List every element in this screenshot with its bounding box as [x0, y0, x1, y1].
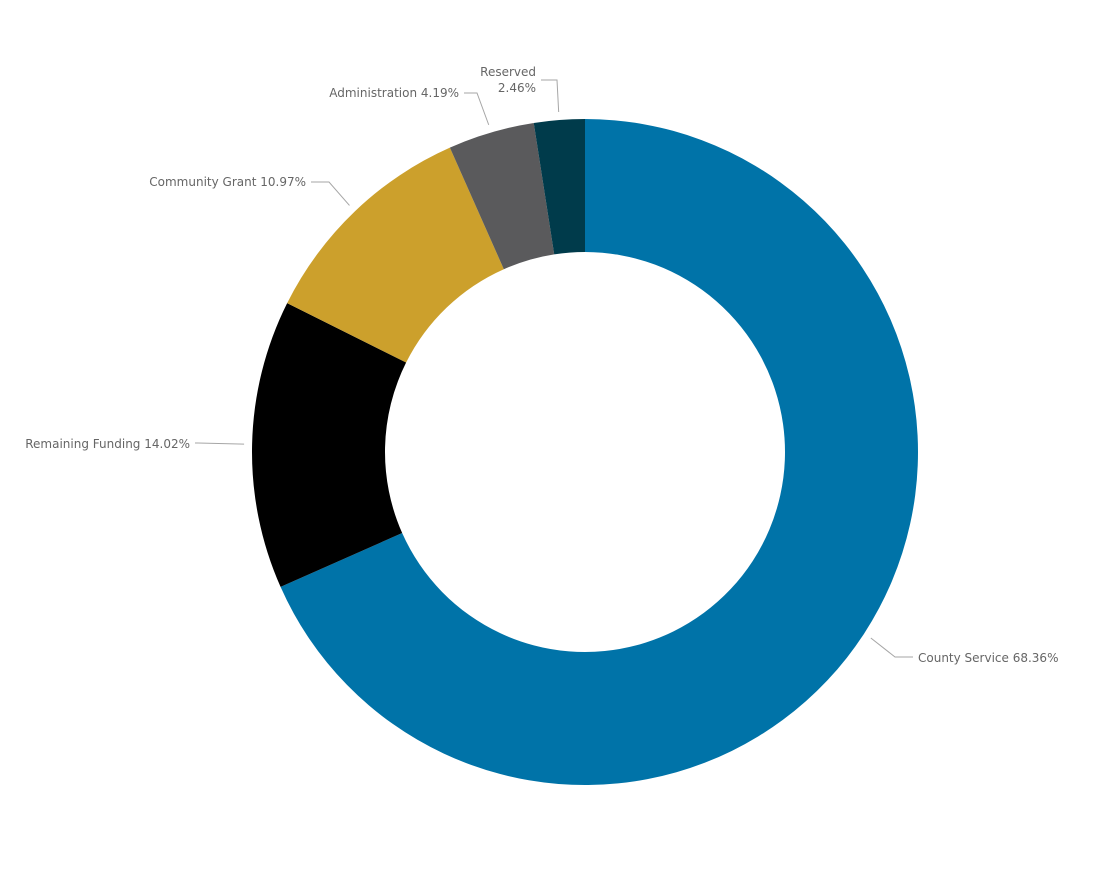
data-label-administration: Administration 4.19% — [329, 86, 459, 100]
slice-administration[interactable] — [449, 122, 555, 270]
data-label-reserved: Reserved 2.46% — [480, 65, 536, 95]
slice-county-service[interactable] — [280, 119, 919, 785]
data-label-county-service: County Service 68.36% — [918, 651, 1058, 665]
leader-line-reserved — [541, 79, 560, 113]
leader-line-remaining-funding — [195, 442, 245, 445]
slice-community-grant[interactable] — [287, 147, 504, 363]
data-label-remaining-funding: Remaining Funding 14.02% — [25, 437, 190, 451]
leader-line-county-service — [870, 637, 913, 658]
data-label-community-grant: Community Grant 10.97% — [149, 175, 306, 189]
slice-reserved[interactable] — [533, 119, 585, 255]
slice-remaining-funding[interactable] — [252, 303, 407, 587]
leader-line-community-grant — [311, 181, 350, 206]
leader-line-administration — [464, 92, 490, 126]
